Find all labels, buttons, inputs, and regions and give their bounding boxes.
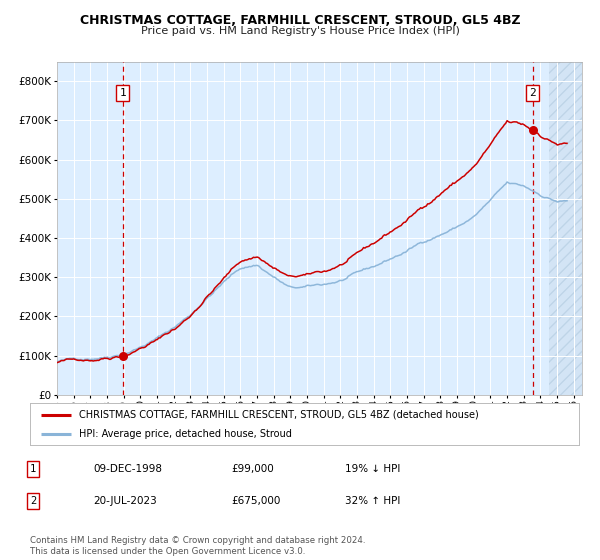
Bar: [548, 62, 582, 395]
Text: 20-JUL-2023: 20-JUL-2023: [93, 496, 157, 506]
Text: 19% ↓ HPI: 19% ↓ HPI: [345, 464, 400, 474]
Bar: [548, 62, 582, 395]
Text: CHRISTMAS COTTAGE, FARMHILL CRESCENT, STROUD, GL5 4BZ (detached house): CHRISTMAS COTTAGE, FARMHILL CRESCENT, ST…: [79, 409, 479, 419]
Text: Contains HM Land Registry data © Crown copyright and database right 2024.
This d: Contains HM Land Registry data © Crown c…: [30, 536, 365, 556]
Text: 09-DEC-1998: 09-DEC-1998: [93, 464, 162, 474]
Text: £99,000: £99,000: [231, 464, 274, 474]
Text: Price paid vs. HM Land Registry's House Price Index (HPI): Price paid vs. HM Land Registry's House …: [140, 26, 460, 36]
Text: 1: 1: [30, 464, 36, 474]
Text: CHRISTMAS COTTAGE, FARMHILL CRESCENT, STROUD, GL5 4BZ: CHRISTMAS COTTAGE, FARMHILL CRESCENT, ST…: [80, 14, 520, 27]
Text: 32% ↑ HPI: 32% ↑ HPI: [345, 496, 400, 506]
Text: £675,000: £675,000: [231, 496, 280, 506]
Text: 1: 1: [119, 88, 126, 98]
Text: 2: 2: [30, 496, 36, 506]
Text: HPI: Average price, detached house, Stroud: HPI: Average price, detached house, Stro…: [79, 429, 292, 439]
Text: 2: 2: [529, 88, 536, 98]
